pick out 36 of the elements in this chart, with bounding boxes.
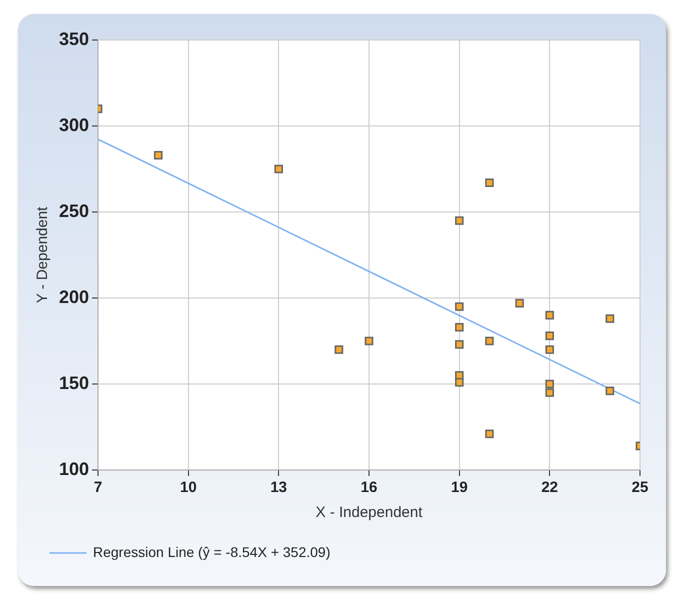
point (545, 345, 554, 354)
point (545, 332, 554, 340)
y-tick-label: 200 (58, 286, 90, 307)
point (515, 298, 524, 308)
x-tick-label: 7 (94, 479, 102, 496)
x-tick-label: 22 (541, 479, 558, 496)
y-axis-title: Y - Dependent (34, 206, 52, 304)
point (545, 310, 554, 320)
y-tick-label: 100 (58, 458, 90, 479)
point (274, 164, 283, 174)
y-tick-label: 300 (58, 114, 90, 135)
point (455, 322, 464, 332)
point (154, 150, 163, 160)
x-tick-label: 16 (360, 479, 378, 496)
point (455, 216, 464, 225)
point (455, 340, 464, 349)
point (485, 430, 494, 438)
y-tick-label: 350 (58, 28, 90, 49)
point (334, 345, 344, 354)
x-tick-label: 13 (270, 479, 288, 496)
point (364, 336, 374, 346)
x-axis-title: X - Independent (316, 504, 424, 522)
point (455, 302, 464, 311)
x-tick-label: 10 (180, 479, 197, 496)
x-tick-label: 19 (451, 479, 468, 496)
point (485, 336, 494, 346)
legend-label: Regression Line (ŷ = -8.54X + 352.09) (93, 544, 330, 560)
point (545, 388, 554, 397)
point (606, 386, 614, 396)
point (485, 178, 494, 188)
point (545, 380, 554, 388)
y-tick-label: 150 (58, 372, 90, 393)
point (606, 314, 614, 323)
y-tick-label: 250 (58, 200, 90, 221)
point (455, 378, 464, 387)
x-tick-label: 25 (632, 479, 648, 496)
